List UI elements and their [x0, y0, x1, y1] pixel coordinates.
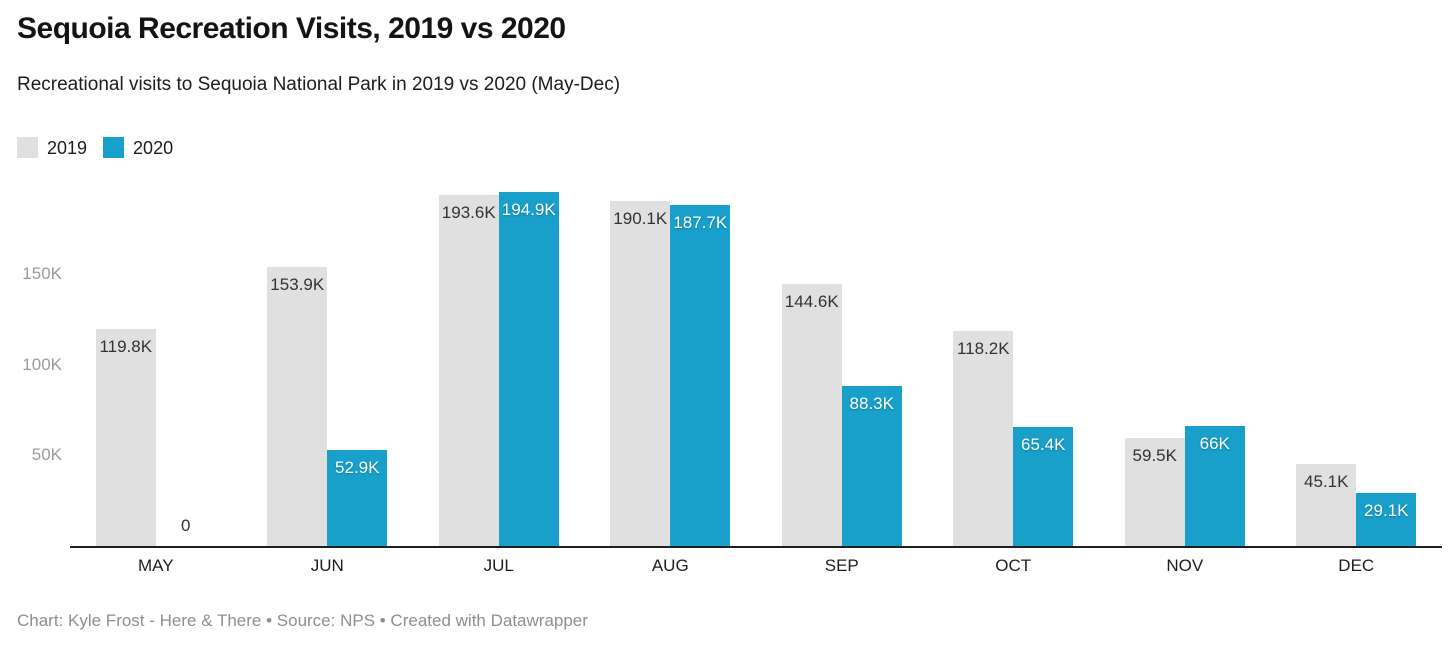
bar-2020-jun — [327, 449, 388, 546]
legend-label: 2019 — [47, 137, 88, 158]
value-label-2019-jun: 153.9K — [270, 274, 325, 294]
bar-2019-oct — [953, 331, 1014, 546]
x-category-label-nov: NOV — [1166, 556, 1204, 575]
bar-2020-nov — [1184, 426, 1245, 546]
x-category-label-may: MAY — [137, 556, 174, 575]
x-category-label-aug: AUG — [651, 556, 689, 575]
bar-2019-jun — [267, 266, 328, 546]
value-label-2020-may: 0 — [181, 516, 191, 535]
legend: 2019 2020 — [17, 137, 173, 158]
bar-2020-dec — [1356, 493, 1417, 546]
legend-swatch-2020 — [103, 137, 125, 158]
chart-subtitle: Recreational visits to Sequoia National … — [17, 74, 621, 95]
value-label-2020-jun: 52.9K — [335, 457, 380, 477]
value-label-2019-aug: 190.1K — [613, 208, 668, 228]
bar-2020-oct — [1013, 427, 1074, 546]
bar-2019-aug — [610, 200, 671, 546]
value-label-2020-nov: 66K — [1199, 434, 1230, 454]
legend-label: 2020 — [133, 137, 174, 158]
y-tick-label: 100K — [22, 354, 62, 374]
legend-item-2019: 2019 — [17, 137, 87, 158]
y-tick-label: 50K — [31, 445, 62, 465]
value-label-2019-sep: 144.6K — [784, 291, 839, 311]
value-label-2019-oct: 118.2K — [956, 339, 1010, 359]
x-axis-line — [70, 546, 1442, 548]
bar-2019-jul — [438, 194, 499, 546]
value-label-2020-sep: 88.3K — [849, 393, 894, 413]
x-category-label-sep: SEP — [824, 556, 859, 575]
bar-2019-may — [95, 328, 156, 546]
x-category-label-jun: JUN — [310, 556, 344, 575]
x-category-label-dec: DEC — [1338, 556, 1375, 575]
value-label-2020-aug: 187.7K — [673, 213, 728, 233]
value-label-2019-jul: 193.6K — [441, 202, 496, 222]
bar-2019-sep — [781, 283, 842, 546]
x-category-label-oct: OCT — [995, 556, 1032, 575]
y-tick-label: 150K — [22, 263, 62, 283]
legend-item-2020: 2020 — [103, 137, 173, 158]
bar-2020-jul — [498, 192, 559, 546]
chart-title: Sequoia Recreation Visits, 2019 vs 2020 — [17, 12, 566, 45]
value-label-2020-jul: 194.9K — [501, 200, 556, 220]
bar-2020-sep — [841, 385, 902, 546]
value-label-2019-nov: 59.5K — [1132, 446, 1177, 465]
value-label-2019-dec: 45.1K — [1304, 472, 1349, 492]
x-category-label-jul: JUL — [483, 556, 514, 575]
value-label-2020-dec: 29.1K — [1364, 501, 1409, 521]
legend-swatch-2019 — [17, 137, 38, 158]
value-label-2020-oct: 65.4K — [1021, 435, 1066, 455]
footer-credit: Chart: Kyle Frost - Here & There • Sourc… — [17, 611, 588, 630]
bar-2019-nov — [1124, 438, 1185, 546]
bar-2020-aug — [670, 205, 731, 546]
value-label-2019-may: 119.8K — [99, 336, 153, 356]
bar-2019-dec — [1296, 464, 1357, 546]
